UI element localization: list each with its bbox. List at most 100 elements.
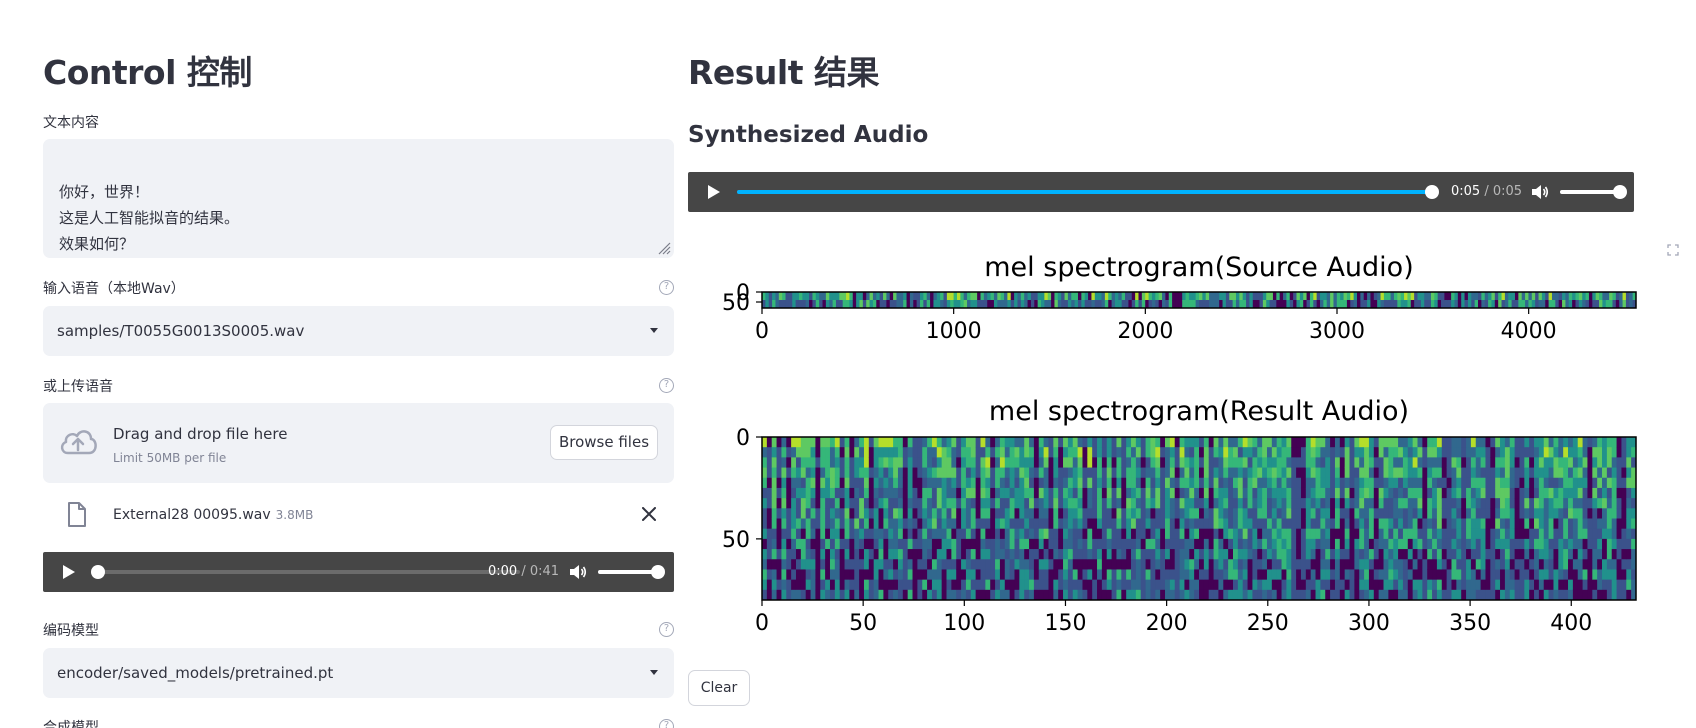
heatmap-cell [1490, 579, 1496, 591]
heatmap-cell [1334, 437, 1341, 448]
encoder-select[interactable]: encoder/saved_models/pretrained.pt [43, 648, 674, 698]
heatmap-cell [1189, 437, 1195, 448]
heatmap-cell [1417, 292, 1422, 301]
heatmap-cell [1179, 549, 1185, 560]
heatmap-cell [1349, 447, 1355, 458]
heatmap-cell [805, 457, 811, 468]
clear-button[interactable]: Clear [688, 670, 750, 706]
heatmap-cell [781, 528, 787, 540]
browse-files-button[interactable]: Browse files [550, 425, 658, 460]
heatmap-cell [1286, 538, 1292, 550]
heatmap-cell [1310, 549, 1316, 560]
voice-select[interactable]: samples/T0055G0013S0005.wav [43, 306, 674, 356]
encoder-help-icon[interactable]: ? [659, 622, 674, 637]
volume-icon[interactable] [569, 564, 587, 580]
heatmap-cell [872, 292, 877, 301]
heatmap-cell [965, 589, 972, 601]
seek-handle[interactable] [91, 565, 105, 579]
heatmap-cell [917, 538, 923, 550]
heatmap-cell [1097, 447, 1103, 458]
heatmap-cell [1420, 292, 1425, 301]
synthesizer-help-icon[interactable]: ? [659, 719, 674, 728]
heatmap-cell [1262, 292, 1267, 301]
seek-bar[interactable] [91, 565, 520, 579]
heatmap-cell [1577, 437, 1583, 448]
heatmap-cell [1024, 498, 1030, 509]
upload-audio-player[interactable]: 0:00 / 0:41 [43, 552, 674, 592]
heatmap-cell [810, 508, 816, 519]
heatmap-cell [1504, 528, 1511, 540]
heatmap-cell [878, 569, 884, 581]
heatmap-cell [1380, 300, 1385, 309]
heatmap-cell [1548, 292, 1553, 301]
x-tick-label: 4000 [1501, 319, 1557, 344]
heatmap-cell [1545, 292, 1549, 301]
heatmap-cell [1048, 447, 1054, 458]
heatmap-cell [834, 538, 841, 550]
heatmap-cell [766, 528, 773, 540]
resize-grip-icon[interactable] [657, 241, 671, 255]
heatmap-cell [1568, 518, 1574, 530]
heatmap-cell [1067, 447, 1074, 458]
heatmap-cell [1286, 559, 1292, 570]
text-content-input[interactable]: 你好，世界！ 这是人工智能拟音的结果。 效果如何？ [43, 139, 674, 258]
heatmap-cell [800, 498, 807, 509]
heatmap-cell [1184, 457, 1190, 468]
heatmap-cell [1388, 528, 1394, 540]
heatmap-cell [1565, 292, 1570, 301]
volume-handle[interactable] [651, 565, 665, 579]
heatmap-cell [1067, 498, 1074, 509]
upload-help-icon[interactable]: ? [659, 378, 674, 393]
voice-help-icon[interactable]: ? [659, 280, 674, 295]
volume-slider[interactable] [598, 565, 665, 579]
heatmap-cell [1126, 549, 1132, 560]
volume-slider[interactable] [1560, 185, 1627, 199]
heatmap-cell [1359, 487, 1365, 499]
heatmap-cell [1432, 498, 1438, 509]
result-audio-player[interactable]: 0:05 / 0:05 [688, 172, 1634, 212]
heatmap-cell [1082, 498, 1088, 509]
volume-handle[interactable] [1613, 185, 1627, 199]
heatmap-cell [902, 589, 909, 601]
heatmap-cell [1490, 477, 1496, 489]
heatmap-cell [970, 447, 977, 458]
heatmap-cell [1511, 292, 1516, 301]
seek-bar[interactable] [737, 185, 1439, 199]
heatmap-cell [1155, 467, 1161, 479]
heatmap-cell [902, 447, 909, 458]
heatmap-cell [1632, 300, 1637, 309]
heatmap-cell [1461, 447, 1467, 458]
heatmap-cell [1223, 467, 1229, 479]
heatmap-cell [1558, 528, 1564, 540]
heatmap-cell [859, 528, 865, 540]
volume-icon[interactable] [1531, 184, 1549, 200]
heatmap-cell [1320, 569, 1326, 581]
heatmap-cell [1208, 518, 1214, 530]
play-icon[interactable] [708, 185, 720, 199]
heatmap-cell [1252, 559, 1258, 570]
heatmap-cell [1495, 487, 1501, 499]
heatmap-cell [1310, 467, 1316, 479]
heatmap-cell [1446, 457, 1452, 468]
heatmap-cell [1430, 292, 1435, 301]
play-icon[interactable] [63, 565, 75, 579]
heatmap-cell [1305, 579, 1312, 591]
seek-handle[interactable] [1425, 185, 1439, 199]
heatmap-cell [1286, 498, 1292, 509]
heatmap-cell [1529, 538, 1535, 550]
heatmap-cell [931, 589, 938, 601]
heatmap-cell [931, 538, 938, 550]
heatmap-cell [1631, 457, 1637, 468]
heatmap-cell [893, 579, 899, 591]
heatmap-cell [1184, 477, 1190, 489]
heatmap-cell [956, 487, 962, 499]
remove-file-button[interactable] [642, 505, 656, 526]
heatmap-cell [1199, 437, 1205, 448]
heatmap-cell [1588, 300, 1593, 309]
heatmap-cell [1621, 589, 1627, 601]
fullscreen-icon[interactable] [1667, 244, 1679, 256]
heatmap-cell [1232, 447, 1239, 458]
heatmap-cell [1203, 508, 1210, 519]
heatmap-cell [1174, 538, 1180, 550]
file-dropzone[interactable]: Drag and drop file here Limit 50MB per f… [43, 403, 674, 483]
